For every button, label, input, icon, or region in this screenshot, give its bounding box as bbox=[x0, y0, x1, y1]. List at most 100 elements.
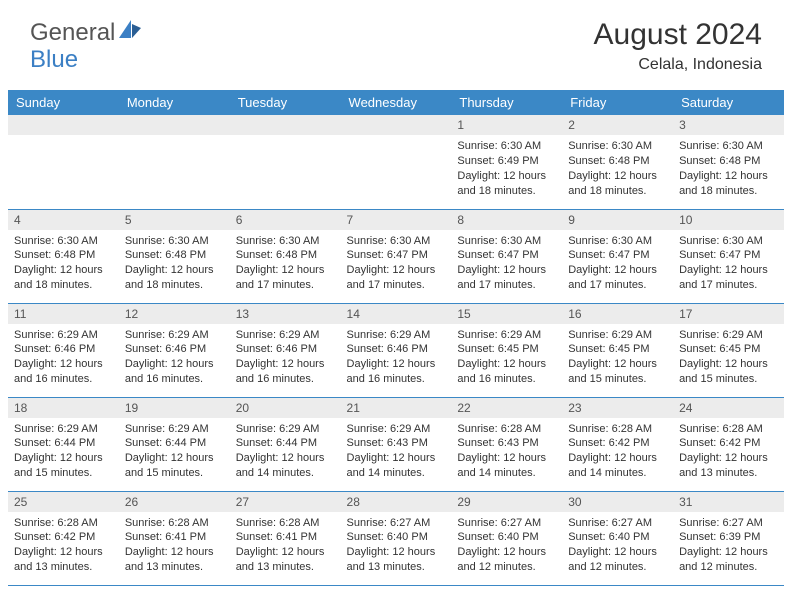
calendar-day-cell: 8Sunrise: 6:30 AMSunset: 6:47 PMDaylight… bbox=[451, 209, 562, 303]
day-number: 10 bbox=[673, 210, 784, 230]
calendar-day-cell: 13Sunrise: 6:29 AMSunset: 6:46 PMDayligh… bbox=[230, 303, 341, 397]
day-body: Sunrise: 6:27 AMSunset: 6:40 PMDaylight:… bbox=[562, 512, 673, 579]
day-number: 5 bbox=[119, 210, 230, 230]
location-subtitle: Celala, Indonesia bbox=[594, 56, 762, 74]
calendar-day-cell: 3Sunrise: 6:30 AMSunset: 6:48 PMDaylight… bbox=[673, 115, 784, 209]
title-block: August 2024 Celala, Indonesia bbox=[594, 18, 762, 74]
day-number: 16 bbox=[562, 304, 673, 324]
day-body: Sunrise: 6:28 AMSunset: 6:43 PMDaylight:… bbox=[451, 418, 562, 485]
brand-logo: General bbox=[30, 18, 145, 47]
calendar-day-cell: 30Sunrise: 6:27 AMSunset: 6:40 PMDayligh… bbox=[562, 491, 673, 585]
day-body: Sunrise: 6:28 AMSunset: 6:42 PMDaylight:… bbox=[562, 418, 673, 485]
calendar-day-cell bbox=[119, 115, 230, 209]
day-number: 22 bbox=[451, 398, 562, 418]
page-header: General August 2024 Celala, Indonesia bbox=[0, 0, 792, 84]
weekday-header: Friday bbox=[562, 90, 673, 115]
day-body: Sunrise: 6:29 AMSunset: 6:45 PMDaylight:… bbox=[673, 324, 784, 391]
calendar-day-cell bbox=[230, 115, 341, 209]
weekday-header: Saturday bbox=[673, 90, 784, 115]
calendar-day-cell: 10Sunrise: 6:30 AMSunset: 6:47 PMDayligh… bbox=[673, 209, 784, 303]
day-number: 28 bbox=[341, 492, 452, 512]
day-number: 31 bbox=[673, 492, 784, 512]
calendar-week-row: 4Sunrise: 6:30 AMSunset: 6:48 PMDaylight… bbox=[8, 209, 784, 303]
day-body: Sunrise: 6:27 AMSunset: 6:40 PMDaylight:… bbox=[451, 512, 562, 579]
day-number: 8 bbox=[451, 210, 562, 230]
calendar-day-cell: 19Sunrise: 6:29 AMSunset: 6:44 PMDayligh… bbox=[119, 397, 230, 491]
weekday-header: Monday bbox=[119, 90, 230, 115]
day-body: Sunrise: 6:29 AMSunset: 6:46 PMDaylight:… bbox=[230, 324, 341, 391]
day-body: Sunrise: 6:27 AMSunset: 6:39 PMDaylight:… bbox=[673, 512, 784, 579]
calendar-day-cell: 4Sunrise: 6:30 AMSunset: 6:48 PMDaylight… bbox=[8, 209, 119, 303]
day-body: Sunrise: 6:30 AMSunset: 6:48 PMDaylight:… bbox=[8, 230, 119, 297]
calendar-day-cell: 14Sunrise: 6:29 AMSunset: 6:46 PMDayligh… bbox=[341, 303, 452, 397]
day-body: Sunrise: 6:30 AMSunset: 6:48 PMDaylight:… bbox=[673, 135, 784, 202]
weekday-header: Sunday bbox=[8, 90, 119, 115]
calendar-day-cell: 22Sunrise: 6:28 AMSunset: 6:43 PMDayligh… bbox=[451, 397, 562, 491]
calendar-week-row: 18Sunrise: 6:29 AMSunset: 6:44 PMDayligh… bbox=[8, 397, 784, 491]
day-number-empty bbox=[119, 115, 230, 135]
brand-text-2: Blue bbox=[30, 46, 78, 74]
calendar-table: Sunday Monday Tuesday Wednesday Thursday… bbox=[8, 90, 784, 586]
day-body: Sunrise: 6:28 AMSunset: 6:41 PMDaylight:… bbox=[119, 512, 230, 579]
day-number-empty bbox=[230, 115, 341, 135]
day-number: 7 bbox=[341, 210, 452, 230]
day-number: 1 bbox=[451, 115, 562, 135]
calendar-day-cell: 31Sunrise: 6:27 AMSunset: 6:39 PMDayligh… bbox=[673, 491, 784, 585]
weekday-header: Tuesday bbox=[230, 90, 341, 115]
day-number: 4 bbox=[8, 210, 119, 230]
day-number: 21 bbox=[341, 398, 452, 418]
day-body-empty bbox=[230, 135, 341, 195]
calendar-day-cell: 16Sunrise: 6:29 AMSunset: 6:45 PMDayligh… bbox=[562, 303, 673, 397]
day-body: Sunrise: 6:29 AMSunset: 6:45 PMDaylight:… bbox=[451, 324, 562, 391]
day-body: Sunrise: 6:30 AMSunset: 6:47 PMDaylight:… bbox=[673, 230, 784, 297]
day-body-empty bbox=[119, 135, 230, 195]
sail-icon bbox=[117, 18, 143, 47]
weekday-header: Thursday bbox=[451, 90, 562, 115]
weekday-header: Wednesday bbox=[341, 90, 452, 115]
day-number: 19 bbox=[119, 398, 230, 418]
day-number-empty bbox=[341, 115, 452, 135]
weekday-header-row: Sunday Monday Tuesday Wednesday Thursday… bbox=[8, 90, 784, 115]
calendar-day-cell: 7Sunrise: 6:30 AMSunset: 6:47 PMDaylight… bbox=[341, 209, 452, 303]
day-body: Sunrise: 6:29 AMSunset: 6:46 PMDaylight:… bbox=[119, 324, 230, 391]
calendar-day-cell bbox=[8, 115, 119, 209]
calendar-day-cell: 25Sunrise: 6:28 AMSunset: 6:42 PMDayligh… bbox=[8, 491, 119, 585]
day-body: Sunrise: 6:30 AMSunset: 6:48 PMDaylight:… bbox=[119, 230, 230, 297]
day-number: 12 bbox=[119, 304, 230, 324]
day-number-empty bbox=[8, 115, 119, 135]
day-body: Sunrise: 6:30 AMSunset: 6:47 PMDaylight:… bbox=[341, 230, 452, 297]
day-number: 6 bbox=[230, 210, 341, 230]
calendar-day-cell: 11Sunrise: 6:29 AMSunset: 6:46 PMDayligh… bbox=[8, 303, 119, 397]
day-body-empty bbox=[341, 135, 452, 195]
day-body: Sunrise: 6:29 AMSunset: 6:44 PMDaylight:… bbox=[230, 418, 341, 485]
calendar-day-cell bbox=[341, 115, 452, 209]
day-body: Sunrise: 6:28 AMSunset: 6:42 PMDaylight:… bbox=[8, 512, 119, 579]
day-body: Sunrise: 6:29 AMSunset: 6:44 PMDaylight:… bbox=[8, 418, 119, 485]
calendar-day-cell: 27Sunrise: 6:28 AMSunset: 6:41 PMDayligh… bbox=[230, 491, 341, 585]
day-body: Sunrise: 6:30 AMSunset: 6:48 PMDaylight:… bbox=[230, 230, 341, 297]
brand-text-1: General bbox=[30, 19, 115, 47]
day-number: 18 bbox=[8, 398, 119, 418]
day-number: 27 bbox=[230, 492, 341, 512]
calendar-day-cell: 12Sunrise: 6:29 AMSunset: 6:46 PMDayligh… bbox=[119, 303, 230, 397]
day-number: 30 bbox=[562, 492, 673, 512]
calendar-day-cell: 23Sunrise: 6:28 AMSunset: 6:42 PMDayligh… bbox=[562, 397, 673, 491]
day-body: Sunrise: 6:29 AMSunset: 6:45 PMDaylight:… bbox=[562, 324, 673, 391]
day-number: 17 bbox=[673, 304, 784, 324]
calendar-day-cell: 29Sunrise: 6:27 AMSunset: 6:40 PMDayligh… bbox=[451, 491, 562, 585]
day-body: Sunrise: 6:28 AMSunset: 6:42 PMDaylight:… bbox=[673, 418, 784, 485]
day-body: Sunrise: 6:30 AMSunset: 6:49 PMDaylight:… bbox=[451, 135, 562, 202]
day-body-empty bbox=[8, 135, 119, 195]
month-title: August 2024 bbox=[594, 18, 762, 52]
day-body: Sunrise: 6:30 AMSunset: 6:47 PMDaylight:… bbox=[562, 230, 673, 297]
day-number: 13 bbox=[230, 304, 341, 324]
calendar-day-cell: 21Sunrise: 6:29 AMSunset: 6:43 PMDayligh… bbox=[341, 397, 452, 491]
day-number: 24 bbox=[673, 398, 784, 418]
calendar-day-cell: 18Sunrise: 6:29 AMSunset: 6:44 PMDayligh… bbox=[8, 397, 119, 491]
calendar-day-cell: 28Sunrise: 6:27 AMSunset: 6:40 PMDayligh… bbox=[341, 491, 452, 585]
day-number: 11 bbox=[8, 304, 119, 324]
day-number: 20 bbox=[230, 398, 341, 418]
calendar-week-row: 25Sunrise: 6:28 AMSunset: 6:42 PMDayligh… bbox=[8, 491, 784, 585]
calendar-day-cell: 1Sunrise: 6:30 AMSunset: 6:49 PMDaylight… bbox=[451, 115, 562, 209]
day-number: 25 bbox=[8, 492, 119, 512]
